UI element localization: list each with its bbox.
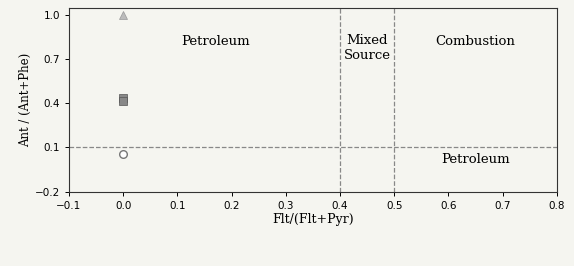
Text: Combustion: Combustion bbox=[436, 35, 515, 48]
Y-axis label: Ant / (Ant+Phe): Ant / (Ant+Phe) bbox=[19, 53, 32, 147]
Text: Mixed
Source: Mixed Source bbox=[344, 34, 390, 62]
X-axis label: Flt/(Flt+Pyr): Flt/(Flt+Pyr) bbox=[272, 213, 354, 226]
Text: Petroleum: Petroleum bbox=[181, 35, 250, 48]
Text: Petroleum: Petroleum bbox=[441, 153, 510, 166]
